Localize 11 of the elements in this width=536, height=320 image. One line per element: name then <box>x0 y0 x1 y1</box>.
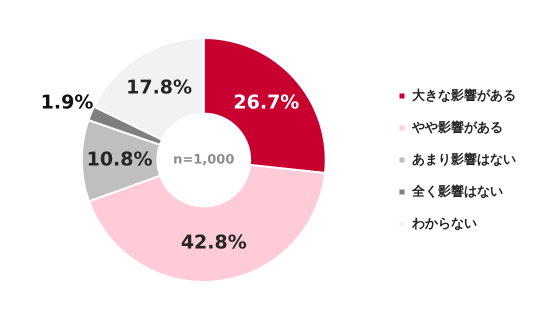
data-label: 42.8% <box>180 232 247 254</box>
legend-label: 全く影響はない <box>411 183 503 200</box>
legend-label: わからない <box>411 216 477 232</box>
legend-label: あまり影響はない <box>412 151 516 168</box>
text: n=1,000 <box>173 152 234 168</box>
data-label: 26.7% <box>233 92 300 114</box>
legend-label: やや影響がある <box>411 119 503 136</box>
data-label: 17.8% <box>126 76 192 99</box>
data-label: 10.8% <box>86 148 153 170</box>
data-label: 1.9% <box>40 91 94 114</box>
legend-label: 大きな影響がある <box>412 87 516 104</box>
